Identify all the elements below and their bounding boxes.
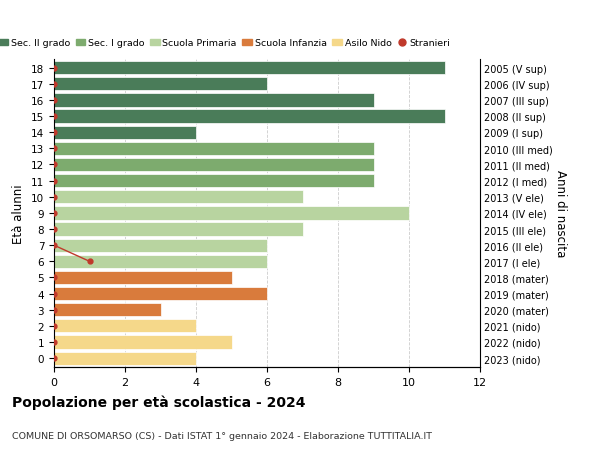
Bar	[54, 110, 445, 123]
Legend: Sec. II grado, Sec. I grado, Scuola Primaria, Scuola Infanzia, Asilo Nido, Stran: Sec. II grado, Sec. I grado, Scuola Prim…	[0, 35, 454, 52]
Bar	[54, 336, 232, 349]
Bar	[54, 303, 161, 317]
Bar	[54, 191, 302, 204]
Bar	[54, 223, 302, 236]
Bar	[54, 158, 373, 172]
Bar	[54, 207, 409, 220]
Bar	[54, 62, 445, 75]
Bar	[54, 142, 373, 156]
Text: Popolazione per età scolastica - 2024: Popolazione per età scolastica - 2024	[12, 395, 305, 409]
Bar	[54, 287, 267, 301]
Text: COMUNE DI ORSOMARSO (CS) - Dati ISTAT 1° gennaio 2024 - Elaborazione TUTTITALIA.: COMUNE DI ORSOMARSO (CS) - Dati ISTAT 1°…	[12, 431, 432, 441]
Y-axis label: Anni di nascita: Anni di nascita	[554, 170, 567, 257]
Bar	[54, 94, 373, 107]
Bar	[54, 319, 196, 333]
Bar	[54, 255, 267, 269]
Bar	[54, 126, 196, 140]
Bar	[54, 78, 267, 91]
Y-axis label: Età alunni: Età alunni	[13, 184, 25, 243]
Bar	[54, 239, 267, 252]
Bar	[54, 174, 373, 188]
Bar	[54, 271, 232, 285]
Bar	[54, 352, 196, 365]
